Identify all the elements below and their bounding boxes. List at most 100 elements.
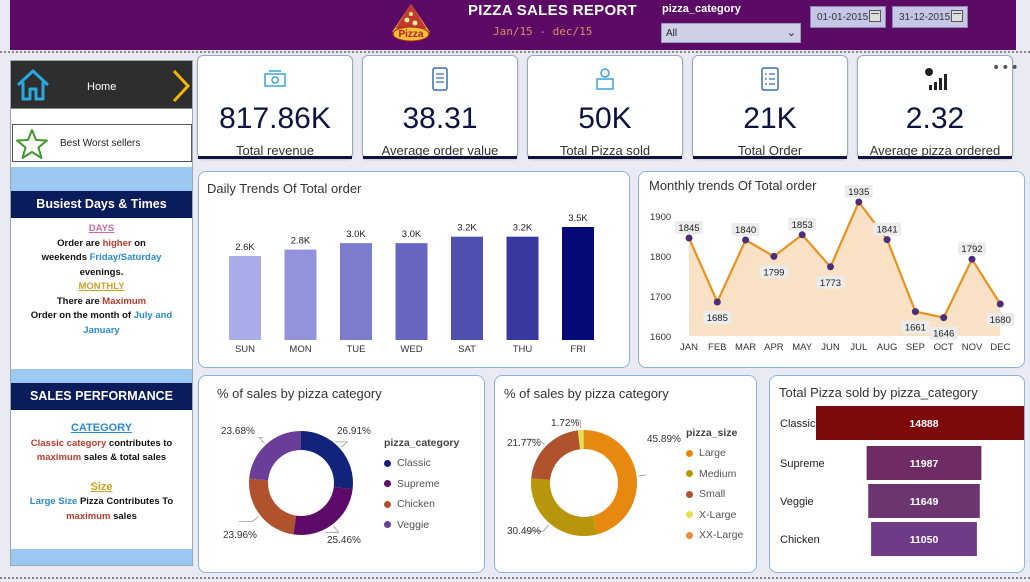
end-date-input[interactable]: 31-12-2015 (892, 6, 968, 28)
best-worst-sellers-button[interactable]: Best Worst sellers (12, 124, 192, 162)
delivery-icon (596, 68, 614, 90)
legend-title: pizza_size (686, 427, 738, 439)
data-label: 3.0K (402, 229, 422, 240)
legend-label: Medium (699, 467, 737, 480)
x-tick-label: JAN (680, 342, 698, 353)
chart-title: % of sales by pizza category (504, 386, 669, 401)
kpi-value: 38.31 (402, 102, 478, 135)
insight-text: Order are (57, 237, 103, 249)
kpi-underline (528, 156, 682, 159)
leader-line (325, 525, 340, 533)
kpi-card-total-order: 21K Total Order (692, 55, 848, 159)
pizza-sold-by-category-panel: Total Pizza sold by pizza_category 14888… (769, 375, 1025, 573)
insight-text: Pizza Contributes To (79, 496, 174, 507)
x-tick-label: SUN (235, 344, 255, 355)
home-label: Home (87, 81, 117, 93)
data-label-box (788, 217, 817, 231)
kpi-underline (363, 156, 517, 159)
insight-highlight: Maximum (102, 295, 147, 307)
legend-label: Large (699, 447, 726, 460)
x-tick-label: AUG (877, 342, 898, 353)
bar (229, 256, 261, 340)
size-legend: pizza_size Large Medium Small X-Large XX-Lar… (686, 427, 743, 546)
legend-swatch (686, 511, 693, 519)
slice-label: 26.91% (337, 426, 371, 437)
legend-label: Chicken (397, 498, 435, 511)
calendar-icon[interactable] (869, 10, 881, 22)
data-point (713, 298, 721, 306)
y-tick-label: 1600 (650, 332, 671, 343)
home-icon (16, 69, 50, 101)
x-tick-label: APR (764, 342, 784, 353)
slice-label: 23.96% (223, 530, 257, 541)
donut-slice (577, 430, 584, 450)
x-tick-label: SEP (906, 342, 925, 353)
kpi-value: 2.32 (905, 102, 965, 135)
kpi-underline (198, 156, 352, 159)
y-tick-label: 1900 (650, 212, 671, 223)
kpi-label: Total Pizza sold (559, 143, 651, 158)
chart-title: % of sales by pizza category (217, 386, 382, 401)
donut-slice (249, 431, 301, 481)
daily-trends-panel: Daily Trends Of Total order 2.6K SUN 2.8K M… (198, 171, 630, 368)
insight-text: sales & total sales (81, 452, 167, 463)
data-label-box (731, 223, 760, 236)
data-point (827, 263, 834, 271)
slice-label: 23.68% (221, 426, 255, 437)
data-label-box (873, 222, 902, 236)
data-label-box (929, 326, 958, 340)
legend-swatch (686, 470, 693, 478)
logo-text: Pizza (398, 29, 423, 40)
leader-line (638, 474, 647, 477)
legend-item: Veggie (384, 515, 459, 536)
donut-slice (301, 431, 353, 490)
accent-strip (11, 549, 192, 565)
area-fill (689, 202, 1001, 336)
legend-label: Veggie (397, 518, 430, 531)
kpi-value: 817.86K (219, 102, 331, 135)
category-title: CATEGORY (70, 422, 133, 434)
leader-line (335, 441, 349, 448)
data-label: 1799 (763, 267, 784, 278)
legend-item: Classic (384, 453, 459, 474)
data-point (940, 314, 948, 322)
data-label-box (703, 311, 732, 324)
x-tick-label: JUN (821, 342, 840, 353)
y-tick-label: 1800 (650, 252, 671, 263)
data-point (911, 308, 919, 316)
kpi-value: 21K (743, 102, 797, 135)
legend-label: Small (699, 488, 726, 501)
insight-text: weekends (41, 252, 90, 263)
bar (284, 249, 317, 340)
legend-item: XX-Large (686, 525, 743, 546)
chart-title: Monthly trends Of Total order (649, 178, 817, 193)
monthly-title: MONTHLY (78, 281, 125, 292)
legend-item: Medium (686, 464, 743, 485)
more-options-button[interactable]: ••• (992, 60, 1020, 76)
category-slicer[interactable]: All ⌄ (661, 23, 801, 43)
receipt-icon (432, 67, 448, 91)
data-label: 3.2K (513, 223, 533, 234)
bar (451, 236, 483, 340)
data-point (798, 231, 806, 239)
home-button[interactable]: Home (11, 61, 192, 109)
x-tick-label: TUE (347, 344, 366, 355)
data-label: 1845 (678, 223, 699, 234)
legend-swatch (384, 521, 391, 529)
leader-line (525, 438, 545, 445)
calendar-icon[interactable] (951, 10, 963, 22)
leader-line (575, 419, 582, 429)
category-label: Classic (780, 418, 816, 430)
data-label: 2.8K (291, 236, 311, 247)
start-date-input[interactable]: 01-01-2015 (810, 6, 886, 28)
leader-line (525, 524, 549, 532)
legend-swatch (384, 480, 391, 488)
star-icon (16, 129, 48, 159)
x-tick-label: THU (513, 344, 533, 355)
x-tick-label: OCT (934, 342, 954, 353)
bar (506, 236, 539, 340)
sales-by-size-panel: % of sales by pizza category 45.89% 30.49… (494, 375, 757, 573)
data-point (770, 252, 778, 260)
money-icon (264, 70, 286, 87)
insight-highlight: higher (102, 237, 132, 249)
